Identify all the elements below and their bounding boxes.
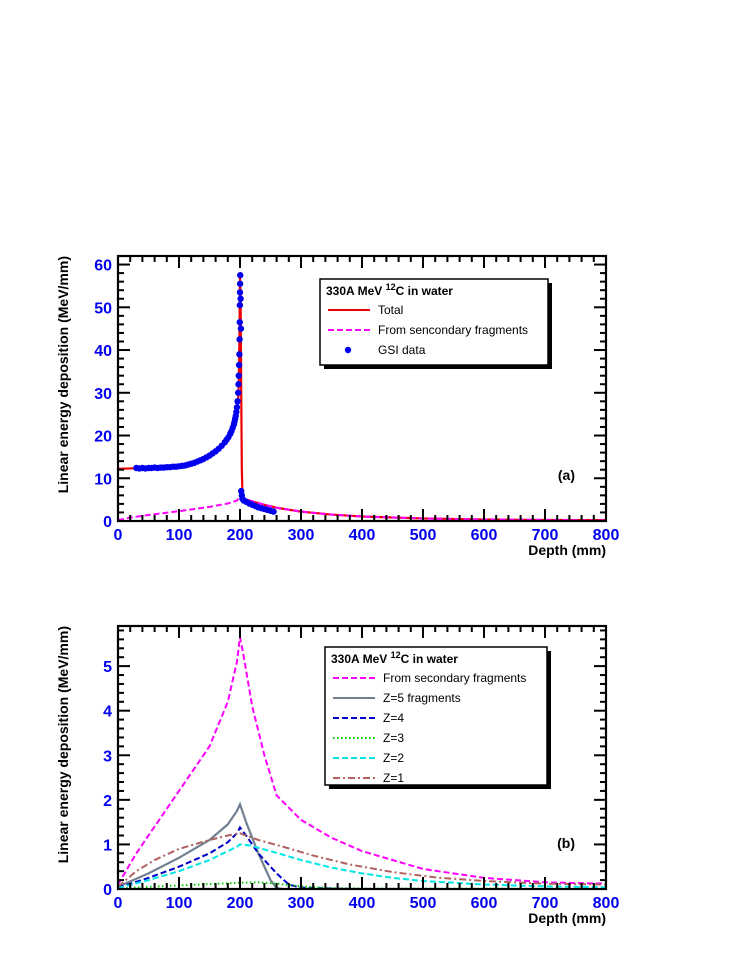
legend: 330A MeV 12C in water Total From sencondar… bbox=[319, 278, 552, 369]
y-tick-label: 60 bbox=[94, 258, 112, 275]
chart-panel-a: 0 100 200 300 400 500 600 700 800 0 10 20 30 40 50 60 De… bbox=[55, 254, 620, 558]
x-tick-label: 300 bbox=[288, 527, 315, 544]
y-axis-title: Linear energy deposition (MeV/mm) bbox=[55, 256, 71, 493]
legend-title-superscript: 12 bbox=[386, 282, 396, 292]
x-tick-label: 400 bbox=[349, 527, 376, 544]
legend-title-part: 330A MeV bbox=[326, 284, 386, 298]
series-line-1 bbox=[118, 801, 283, 889]
x-tick-label: 700 bbox=[532, 527, 559, 544]
data-point bbox=[236, 336, 243, 343]
x-tick-label: 800 bbox=[593, 527, 620, 544]
data-point bbox=[234, 398, 241, 405]
legend-entry: From sencondary fragments bbox=[378, 323, 528, 337]
legend-marker bbox=[344, 346, 352, 354]
x-tick-label: 200 bbox=[227, 895, 254, 912]
legend-box bbox=[324, 646, 548, 786]
legend-entry: GSI data bbox=[378, 343, 426, 357]
data-point bbox=[235, 381, 242, 388]
legend-title-part: C in water bbox=[401, 652, 459, 666]
y-tick-label: 2 bbox=[103, 793, 112, 810]
y-tick-label: 40 bbox=[94, 343, 112, 360]
data-point bbox=[234, 389, 242, 396]
y-tick-label: 5 bbox=[103, 659, 112, 676]
data-point bbox=[233, 404, 241, 411]
x-tick-label: 700 bbox=[532, 895, 559, 912]
y-tick-label: 0 bbox=[103, 514, 112, 531]
y-tick-label: 20 bbox=[94, 429, 112, 446]
x-axis-title: Depth (mm) bbox=[528, 542, 606, 558]
data-point bbox=[235, 372, 242, 379]
legend-entry: Z=2 bbox=[383, 751, 404, 765]
legend-entry: Z=4 bbox=[383, 711, 404, 725]
data-point bbox=[233, 408, 240, 416]
series-line-4 bbox=[118, 843, 606, 889]
legend-entry: Total bbox=[378, 303, 403, 317]
x-tick-label: 600 bbox=[471, 527, 498, 544]
series-line-5 bbox=[118, 832, 606, 888]
x-tick-label: 600 bbox=[471, 895, 498, 912]
y-tick-label: 10 bbox=[94, 471, 112, 488]
panel-label: (b) bbox=[557, 835, 575, 851]
data-point bbox=[270, 508, 277, 515]
data-point bbox=[237, 295, 244, 302]
y-tick-label: 30 bbox=[94, 386, 112, 403]
data-point bbox=[235, 361, 243, 369]
y-tick-label: 4 bbox=[103, 704, 112, 721]
panel-label: (a) bbox=[558, 467, 575, 483]
x-tick-label: 400 bbox=[349, 895, 376, 912]
legend-title: 330A MeV 12C in water bbox=[331, 650, 458, 666]
data-point bbox=[236, 289, 244, 296]
x-tick-label: 100 bbox=[166, 527, 193, 544]
plot-area bbox=[118, 272, 606, 521]
legend-title: 330A MeV 12C in water bbox=[326, 282, 453, 298]
data-point bbox=[236, 280, 244, 287]
y-tick-label: 0 bbox=[103, 882, 112, 899]
series-line-0 bbox=[118, 636, 606, 886]
legend-title-part: 330A MeV bbox=[331, 652, 391, 666]
legend-entry: Z=5 fragments bbox=[383, 691, 461, 705]
data-point bbox=[237, 272, 244, 279]
x-tick-label: 200 bbox=[227, 527, 254, 544]
x-tick-label: 0 bbox=[114, 895, 123, 912]
x-tick-label: 500 bbox=[410, 527, 437, 544]
legend: 330A MeV 12C in water From secondary frag… bbox=[324, 646, 551, 789]
y-tick-label: 3 bbox=[103, 748, 112, 765]
data-point bbox=[236, 351, 243, 358]
x-tick-label: 0 bbox=[114, 527, 123, 544]
legend-box bbox=[319, 278, 549, 366]
legend-title-superscript: 12 bbox=[391, 650, 401, 660]
data-point bbox=[236, 301, 244, 309]
x-tick-label: 300 bbox=[288, 895, 315, 912]
legend-title-part: C in water bbox=[396, 284, 454, 298]
legend-entry: From secondary fragments bbox=[383, 671, 526, 685]
x-tick-label: 800 bbox=[593, 895, 620, 912]
x-axis-title: Depth (mm) bbox=[528, 910, 606, 926]
legend-entry: Z=3 bbox=[383, 731, 404, 745]
data-point bbox=[236, 319, 243, 326]
y-axis-title: Linear energy deposition (MeV/mm) bbox=[55, 626, 71, 863]
x-tick-label: 100 bbox=[166, 895, 193, 912]
x-tick-label: 500 bbox=[410, 895, 437, 912]
y-tick-label: 1 bbox=[103, 837, 112, 854]
data-point bbox=[237, 325, 245, 332]
y-tick-label: 50 bbox=[94, 300, 112, 317]
legend-entry: Z=1 bbox=[383, 771, 404, 785]
